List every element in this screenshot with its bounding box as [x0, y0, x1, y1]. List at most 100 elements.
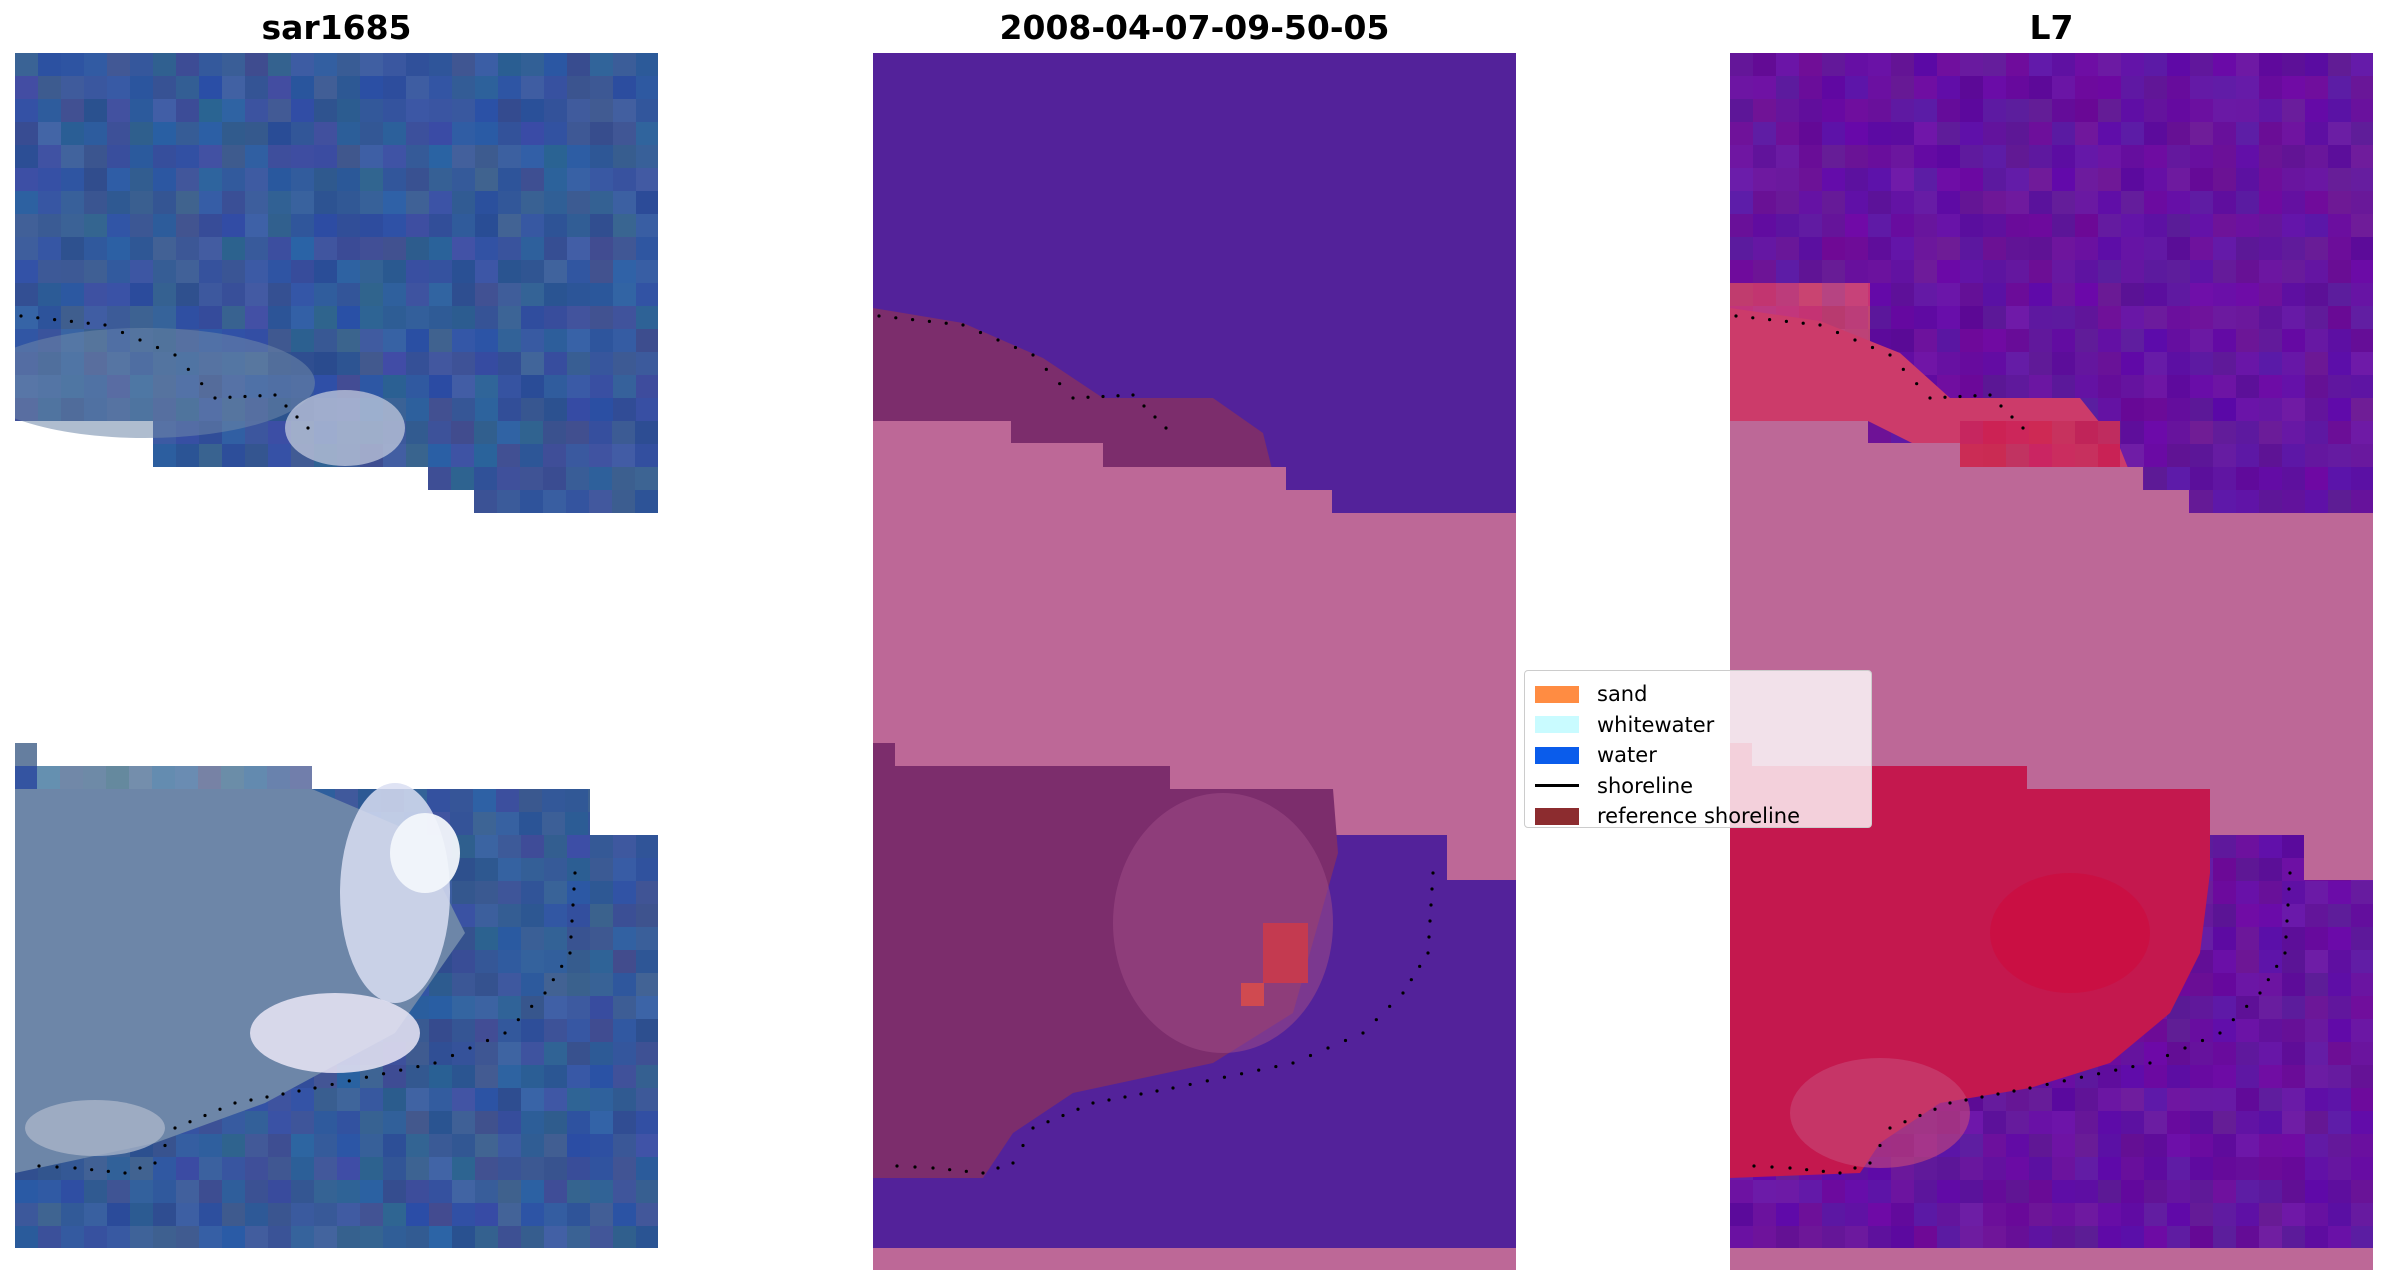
- pixel-block: [1914, 191, 1937, 214]
- pixel-block: [544, 881, 567, 904]
- pixel-block: [544, 904, 567, 927]
- pixel-block: [2098, 1065, 2121, 1088]
- pixel-block: [222, 53, 245, 76]
- pixel-block: [314, 1088, 337, 1111]
- pixel-block: [2328, 1226, 2351, 1248]
- pixel-block: [314, 1134, 337, 1157]
- pixel-block: [1753, 122, 1776, 145]
- pixel-block: [2282, 191, 2305, 214]
- pixel-block: [1983, 352, 2006, 375]
- shoreline-point: [306, 426, 310, 430]
- reference-shoreline-swatch: [1535, 807, 1579, 825]
- pixel-block: [429, 1019, 452, 1042]
- pixel-block: [429, 283, 452, 306]
- pixel-block: [1891, 306, 1914, 329]
- shoreline-point: [2231, 1018, 2235, 1022]
- pixel-block: [1868, 283, 1891, 306]
- pixel-block: [544, 1203, 567, 1226]
- pixel-block: [2351, 352, 2373, 375]
- pixel-block: [2305, 927, 2328, 950]
- water-swatch: [1535, 746, 1579, 764]
- pixel-block: [176, 214, 199, 237]
- pixel-block: [199, 168, 222, 191]
- pixel-block: [2190, 444, 2213, 467]
- pixel-block: [636, 352, 658, 375]
- pixel-block: [153, 76, 176, 99]
- nodata-area: [15, 1248, 658, 1270]
- shoreline-point: [265, 1095, 269, 1099]
- pixel-block: [2328, 214, 2351, 237]
- nodata-area: [590, 789, 658, 835]
- shoreline-point: [1999, 404, 2003, 408]
- pixel-block: [406, 1134, 429, 1157]
- pixel-block: [636, 1203, 658, 1226]
- pixel-block: [498, 398, 521, 421]
- pixel-block: [1983, 1203, 2006, 1226]
- pixel-block: [2328, 1088, 2351, 1111]
- pixel-block: [2282, 329, 2305, 352]
- pixel-block: [2098, 214, 2121, 237]
- pixel-block: [2351, 1180, 2373, 1203]
- pixel-block: [1730, 260, 1753, 283]
- pixel-block: [360, 329, 383, 352]
- shoreline-point: [1428, 919, 1432, 923]
- pixel-block: [2282, 881, 2305, 904]
- pixel-block: [2144, 260, 2167, 283]
- pixel-block: [2282, 306, 2305, 329]
- pixel-block: [498, 237, 521, 260]
- pixel-block: [565, 789, 588, 812]
- pixel-block: [452, 168, 475, 191]
- pixel-block: [2328, 1134, 2351, 1157]
- shoreline-point: [1076, 1107, 1080, 1111]
- pixel-block: [2213, 858, 2236, 881]
- pixel-block: [2190, 398, 2213, 421]
- pixel-block: [544, 950, 567, 973]
- sand-class-area: [873, 421, 1516, 880]
- shoreline-point: [572, 887, 576, 891]
- pixel-block: [1868, 122, 1891, 145]
- pixel-block: [2236, 904, 2259, 927]
- pixel-block: [337, 329, 360, 352]
- shoreline-point: [433, 1061, 437, 1065]
- pixel-block: [15, 743, 37, 766]
- pixel-block: [2190, 191, 2213, 214]
- pixel-block: [452, 237, 475, 260]
- pixel-block: [613, 1042, 636, 1065]
- pixel-block: [1914, 237, 1937, 260]
- pixel-block: [2029, 444, 2052, 467]
- pixel-block: [567, 1134, 590, 1157]
- pixel-block: [475, 122, 498, 145]
- shoreline-point: [1903, 1120, 1907, 1124]
- shoreline-point: [1021, 1143, 1025, 1148]
- pixel-block: [2006, 1226, 2029, 1248]
- shoreline-point: [2131, 1064, 2135, 1069]
- pixel-block: [337, 1111, 360, 1134]
- pixel-block: [2328, 1042, 2351, 1065]
- shoreline-point: [123, 1171, 127, 1175]
- pixel-block: [2075, 1134, 2098, 1157]
- pixel-block: [567, 76, 590, 99]
- pixel-block: [613, 1157, 636, 1180]
- pixel-block: [406, 352, 429, 375]
- pixel-block: [613, 1180, 636, 1203]
- whitewater-streak: [250, 993, 420, 1073]
- pixel-block: [199, 214, 222, 237]
- pixel-block: [2052, 122, 2075, 145]
- pixel-block: [1730, 1226, 1753, 1248]
- shoreline-point: [1853, 1166, 1857, 1170]
- pixel-block: [2121, 191, 2144, 214]
- pixel-block: [1960, 122, 1983, 145]
- pixel-block: [2351, 881, 2373, 904]
- shoreline-point: [894, 316, 898, 320]
- pixel-block: [542, 812, 565, 835]
- shoreline-point: [1801, 321, 1805, 325]
- shoreline-point: [2045, 1082, 2049, 1087]
- pixel-block: [314, 1111, 337, 1134]
- pixel-block: [15, 306, 38, 329]
- pixel-block: [406, 1065, 429, 1088]
- pixel-block: [452, 881, 475, 904]
- pixel-block: [2075, 1180, 2098, 1203]
- pixel-block: [2052, 1203, 2075, 1226]
- pixel-block: [544, 1180, 567, 1203]
- pixel-block: [2305, 1157, 2328, 1180]
